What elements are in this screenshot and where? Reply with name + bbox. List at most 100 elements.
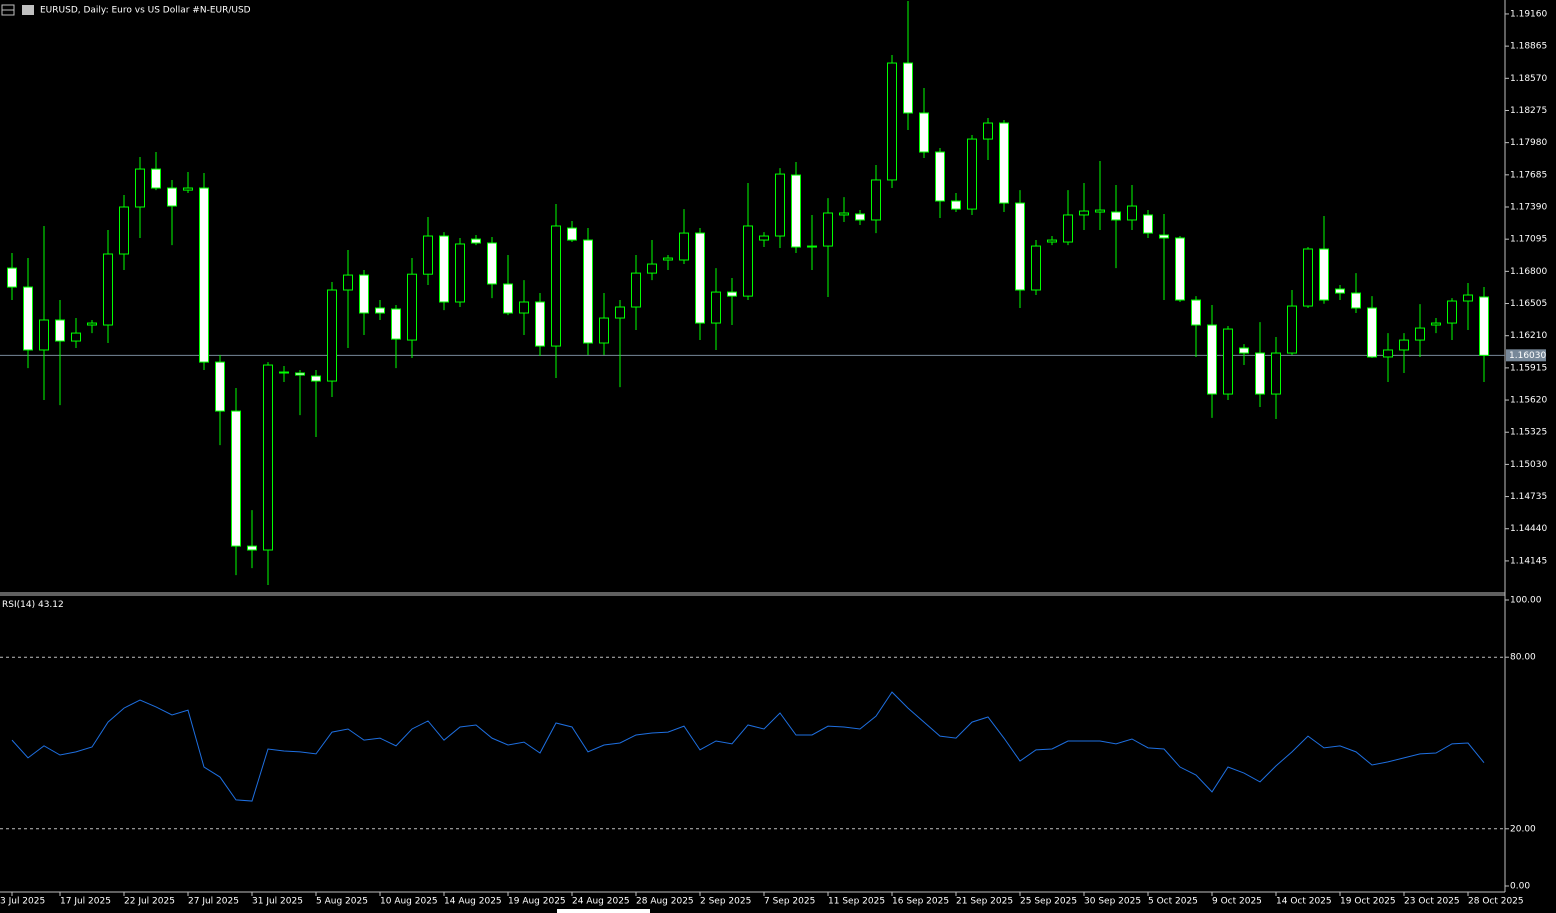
x-tick-label: 28 Oct 2025 (1468, 897, 1524, 907)
candle-body (583, 239, 593, 344)
x-tick-label: 2 Sep 2025 (700, 897, 751, 907)
y-tick-label: 1.16210 (1510, 331, 1547, 341)
candle-body (1063, 214, 1073, 243)
y-tick-label: 80.00 (1510, 653, 1536, 663)
candle-body (1463, 294, 1473, 302)
candle-body (1367, 307, 1377, 358)
candle-body (855, 213, 865, 221)
candle-body (1175, 237, 1185, 301)
candle-body (615, 306, 625, 319)
candle-body (743, 225, 753, 297)
candle-body (935, 151, 945, 202)
indicator-label: RSI(14) 43.12 (2, 600, 64, 610)
candle-body (1271, 352, 1281, 395)
candle-body (1047, 239, 1057, 243)
candle-body (647, 263, 657, 274)
candle-body (71, 332, 81, 342)
candle-body (1095, 209, 1105, 213)
candle-body (679, 232, 689, 261)
candle-body (503, 283, 513, 314)
candle-body (1479, 296, 1489, 356)
candle-body (295, 372, 305, 376)
candle-body (135, 168, 145, 208)
candle-body (391, 308, 401, 340)
candle-body (839, 212, 849, 216)
candle-body (887, 62, 897, 181)
x-tick-label: 23 Oct 2025 (1404, 897, 1460, 907)
candle-body (151, 168, 161, 189)
y-tick-label: 1.17685 (1510, 170, 1547, 180)
candle-body (471, 238, 481, 244)
candle-body (759, 235, 769, 241)
x-tick-label: 27 Jul 2025 (188, 897, 239, 907)
candle-body (1031, 245, 1041, 291)
x-tick-label: 14 Oct 2025 (1276, 897, 1332, 907)
candle-body (231, 410, 241, 547)
indicator-value: 43.12 (38, 600, 64, 610)
candle-body (327, 289, 337, 382)
candle-body (311, 375, 321, 382)
x-tick-label: 31 Jul 2025 (252, 897, 303, 907)
candle-body (1447, 300, 1457, 324)
candle-body (1159, 234, 1169, 239)
candle-body (1287, 305, 1297, 354)
chart-icon[interactable] (22, 5, 34, 15)
candle-body (359, 274, 369, 314)
x-tick-label: 24 Aug 2025 (572, 897, 630, 907)
candle-body (663, 257, 673, 261)
y-tick-label: 1.15620 (1510, 396, 1547, 406)
x-tick-label: 5 Oct 2025 (1148, 897, 1198, 907)
x-tick-label: 14 Aug 2025 (444, 897, 502, 907)
candle-body (951, 200, 961, 210)
y-tick-label: 1.18275 (1510, 106, 1547, 116)
candle-body (1431, 322, 1441, 326)
candle-body (1223, 328, 1233, 395)
x-tick-label: 19 Oct 2025 (1340, 897, 1396, 907)
x-tick-label: 17 Jul 2025 (60, 897, 111, 907)
candle-body (119, 206, 129, 255)
candle-body (23, 286, 33, 351)
candle-body (407, 273, 417, 341)
candle-body (1351, 292, 1361, 309)
y-tick-label: 1.17095 (1510, 235, 1547, 245)
candle-body (695, 232, 705, 324)
x-tick-label: 25 Sep 2025 (1020, 897, 1077, 907)
x-tick-label: 22 Jul 2025 (124, 897, 175, 907)
x-tick-label: 11 Sep 2025 (828, 897, 885, 907)
indicator-name: RSI(14) (2, 600, 35, 610)
candle-body (567, 227, 577, 241)
y-tick-label: 1.15915 (1510, 363, 1547, 373)
candle-body (39, 319, 49, 351)
candle-body (439, 235, 449, 303)
y-tick-label: 1.19160 (1510, 9, 1547, 19)
y-tick-label: 1.18865 (1510, 42, 1547, 52)
candle-body (823, 212, 833, 247)
candle-body (487, 242, 497, 285)
candle-body (903, 62, 913, 114)
candle-body (423, 235, 433, 275)
candle-body (519, 301, 529, 314)
candle-body (871, 179, 881, 221)
candle-body (167, 187, 177, 207)
candle-body (1319, 248, 1329, 301)
y-tick-label: 100.00 (1510, 596, 1542, 606)
candle-body (775, 173, 785, 237)
current-price-box (1506, 349, 1546, 362)
x-tick-label: 7 Sep 2025 (764, 897, 815, 907)
y-tick-label: 1.14735 (1510, 492, 1547, 502)
x-tick-label: 16 Sep 2025 (892, 897, 949, 907)
candle-body (1415, 327, 1425, 341)
candle-body (247, 545, 257, 551)
y-tick-label: 1.17980 (1510, 138, 1547, 148)
candle-body (919, 112, 929, 153)
x-tick-label: 3 Jul 2025 (0, 897, 45, 907)
candle-body (599, 317, 609, 344)
candle-body (1239, 347, 1249, 354)
y-tick-label: 1.14440 (1510, 524, 1547, 534)
scrollbar[interactable] (557, 909, 650, 913)
candle-body (343, 274, 353, 291)
candle-body (1335, 288, 1345, 294)
candle-body (455, 243, 465, 303)
